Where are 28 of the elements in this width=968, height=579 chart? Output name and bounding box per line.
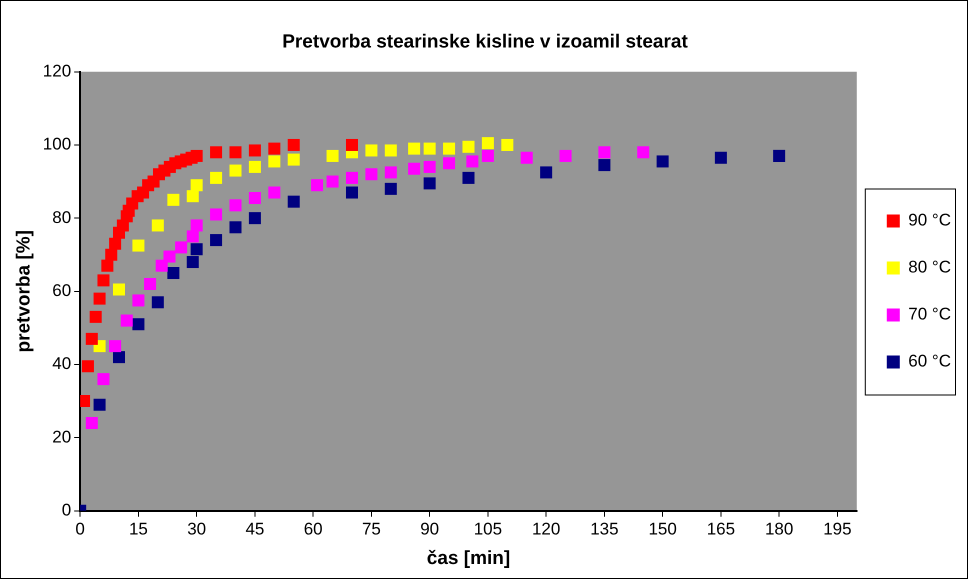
x-tick-label: 120 xyxy=(532,520,560,539)
y-tick-label: 60 xyxy=(52,280,72,300)
legend-label: 80 °C xyxy=(908,258,952,277)
y-tick-label: 0 xyxy=(62,500,72,520)
x-axis-title: čas [min] xyxy=(426,548,510,569)
chart-title: Pretvorba stearinske kisline v izoamil stearat xyxy=(282,32,688,53)
legend-label: 70 °C xyxy=(908,304,952,324)
x-tick-label: 45 xyxy=(245,520,264,539)
y-tick-label: 80 xyxy=(52,208,72,227)
y-tick-label: 100 xyxy=(42,134,72,154)
x-tick-label: 15 xyxy=(128,520,148,539)
y-tick-label: 40 xyxy=(52,354,72,374)
x-tick-label: 165 xyxy=(706,520,736,539)
x-tick-label: 150 xyxy=(648,520,677,539)
x-tick-label: 135 xyxy=(590,520,619,539)
y-axis-title: pretvorba [%] xyxy=(14,230,35,353)
x-tick-label: 60 xyxy=(304,520,323,539)
x-tick-label: 180 xyxy=(764,520,794,539)
legend-label: 90 °C xyxy=(908,210,952,230)
x-tick-label: 0 xyxy=(75,520,85,539)
x-tick-label: 105 xyxy=(474,520,502,539)
x-tick-label: 90 xyxy=(420,520,440,539)
y-tick-label: 120 xyxy=(42,61,72,80)
x-tick-label: 30 xyxy=(187,520,206,539)
x-tick-label: 195 xyxy=(823,520,852,539)
x-tick-label: 75 xyxy=(362,520,381,539)
y-tick-label: 20 xyxy=(52,427,72,446)
legend-label: 60 °C xyxy=(908,352,952,371)
